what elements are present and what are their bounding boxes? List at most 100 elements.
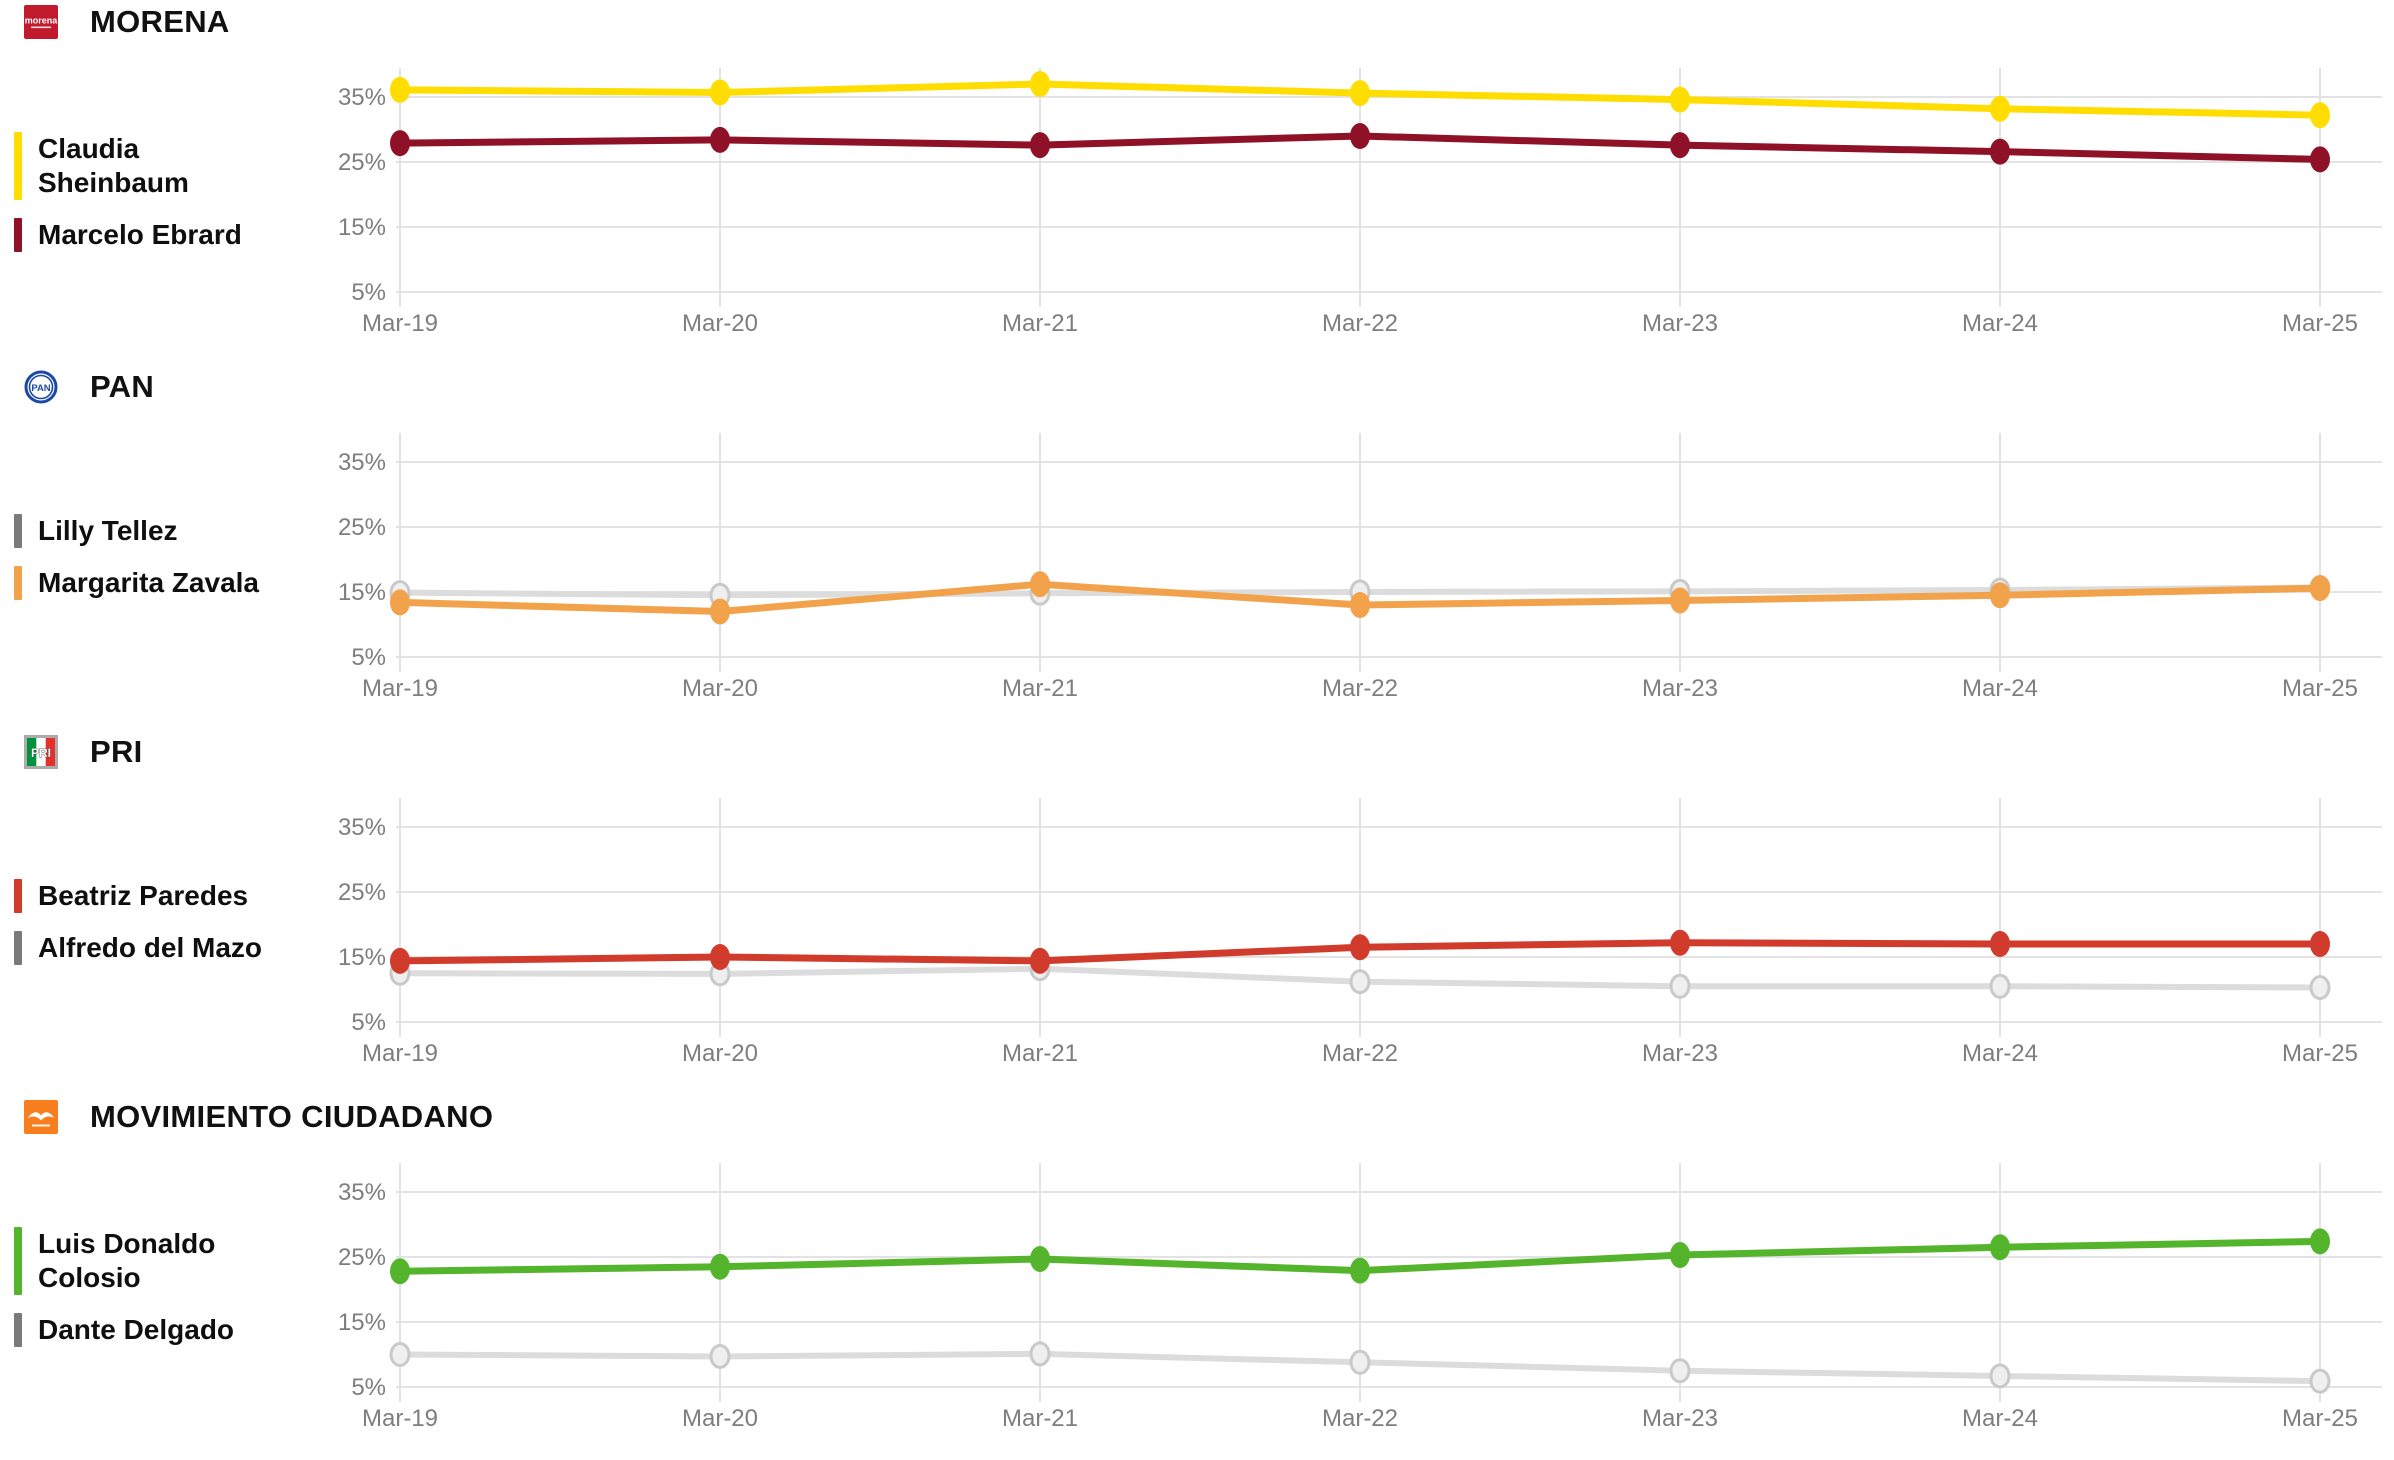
party-logo-icon (24, 1100, 58, 1134)
section-header: PAN PAN (24, 369, 154, 405)
data-point-margarita-zavala-Mar-24 (1990, 582, 2010, 609)
legend-item-lilly-tellez: Lilly Tellez (14, 513, 384, 548)
y-axis-tick-label: 5% (351, 279, 386, 306)
data-point-luis-donaldo-colosio-Mar-20 (710, 1253, 730, 1280)
data-point-beatriz-paredes-Mar-24 (1990, 931, 2010, 957)
party-title: PRI (90, 734, 143, 769)
y-axis-tick-label: 5% (351, 1009, 386, 1036)
data-point-marcelo-ebrard-Mar-19 (390, 130, 410, 157)
x-axis-labels: Mar-19 Mar-20 Mar-21 Mar-22 Mar-23 Mar-24 Mar-… (362, 310, 2358, 337)
gridlines (396, 68, 2382, 307)
party-title: PAN (90, 369, 155, 404)
data-point-alfredo-del-mazo-Mar-23 (1669, 973, 1691, 999)
data-point-claudia-sheinbaum-Mar-19 (390, 76, 410, 103)
data-point-luis-donaldo-colosio-Mar-19 (390, 1258, 410, 1285)
poll-trend-chart: 35% 25% 15% 5% Mar-19 Mar-20 Mar-21 Mar-22 Mar-2… (338, 68, 2382, 337)
data-point-marcelo-ebrard-Mar-25 (2310, 146, 2330, 173)
legend-label: Margarita Zavala (38, 566, 259, 600)
x-axis-tick-label: Mar-24 (1962, 1040, 2038, 1067)
chart-legend: Luis Donaldo Colosio Dante Delgado (14, 1187, 384, 1387)
party-title: MORENA (90, 4, 230, 39)
data-point-margarita-zavala-Mar-20 (710, 598, 730, 625)
x-axis-tick-label: Mar-25 (2282, 1405, 2358, 1432)
y-axis-tick-label: 15% (338, 214, 386, 241)
x-axis-labels: Mar-19 Mar-20 Mar-21 Mar-22 Mar-23 Mar-24 Mar-… (362, 675, 2358, 702)
data-point-luis-donaldo-colosio-Mar-25 (2310, 1228, 2330, 1255)
section-header: morena MORENA (24, 4, 230, 40)
data-point-claudia-sheinbaum-Mar-25 (2310, 102, 2330, 129)
data-point-margarita-zavala-Mar-23 (1670, 587, 1690, 614)
data-point-marcelo-ebrard-Mar-20 (710, 126, 730, 153)
gridlines (396, 433, 2382, 672)
data-point-margarita-zavala-Mar-19 (390, 589, 410, 616)
data-point-claudia-sheinbaum-Mar-24 (1990, 95, 2010, 122)
data-point-margarita-zavala-Mar-21 (1030, 571, 1050, 598)
data-point-claudia-sheinbaum-Mar-22 (1350, 80, 1370, 107)
party-section-pri: PRI PRI Beatriz Paredes Alfredo del Mazo … (0, 730, 2394, 1095)
gridlines (396, 1163, 2382, 1402)
legend-label-line: Beatriz Paredes (38, 879, 249, 911)
section-header: PRI PRI (24, 734, 143, 770)
poll-trend-chart: 35% 25% 15% 5% Mar-19 Mar-20 Mar-21 Mar-22 Mar-2… (338, 433, 2382, 702)
data-point-marcelo-ebrard-Mar-21 (1030, 132, 1050, 159)
data-point-beatriz-paredes-Mar-21 (1030, 947, 1050, 974)
x-axis-tick-label: Mar-22 (1322, 310, 1398, 337)
party-logo-icon: PRI (24, 735, 58, 769)
data-point-claudia-sheinbaum-Mar-23 (1670, 86, 1690, 113)
data-point-dante-delgado-Mar-19 (389, 1342, 411, 1367)
x-axis-tick-label: Mar-19 (362, 310, 438, 337)
legend-label-line: Claudia (38, 132, 140, 164)
y-axis-tick-label: 15% (338, 1309, 386, 1336)
legend-item-dante-delgado: Dante Delgado (14, 1313, 384, 1348)
legend-label: Claudia Sheinbaum (38, 132, 189, 200)
data-point-alfredo-del-mazo-Mar-22 (1349, 969, 1371, 995)
pri-logo-icon: PRI (24, 735, 58, 769)
legend-label: Dante Delgado (38, 1313, 234, 1347)
series-claudia-sheinbaum (390, 71, 2330, 129)
poll-trend-chart: 35% 25% 15% 5% Mar-19 Mar-20 Mar-21 Mar-22 Mar-2… (338, 798, 2382, 1067)
legend-color-bar (14, 513, 22, 548)
x-axis-tick-label: Mar-22 (1322, 1405, 1398, 1432)
legend-label-line: Sheinbaum (38, 166, 189, 198)
data-point-beatriz-paredes-Mar-25 (2310, 931, 2330, 957)
y-axis-tick-label: 35% (338, 1179, 386, 1206)
data-point-claudia-sheinbaum-Mar-21 (1030, 71, 1050, 97)
legend-label-line: Margarita Zavala (38, 567, 259, 598)
x-axis-tick-label: Mar-21 (1002, 310, 1078, 337)
y-axis-labels: 35% 25% 15% 5% (338, 1179, 386, 1401)
legend-label-line: Alfredo del Mazo (38, 932, 263, 963)
y-axis-labels: 35% 25% 15% 5% (338, 449, 386, 671)
legend-item-marcelo-ebrard: Marcelo Ebrard (14, 218, 384, 253)
legend-label-line: Colosio (38, 1261, 141, 1293)
x-axis-tick-label: Mar-19 (362, 1040, 438, 1067)
legend-color-bar (14, 1313, 22, 1348)
legend-label: Marcelo Ebrard (38, 218, 242, 252)
legend-label: Beatriz Paredes (38, 879, 248, 913)
series-luis-donaldo-colosio (390, 1228, 2330, 1285)
x-axis-tick-label: Mar-20 (682, 1405, 758, 1432)
y-axis-tick-label: 25% (338, 149, 386, 176)
data-point-luis-donaldo-colosio-Mar-22 (1350, 1257, 1370, 1284)
x-axis-tick-label: Mar-24 (1962, 1405, 2038, 1432)
y-axis-tick-label: 25% (338, 514, 386, 541)
series-dante-delgado (389, 1341, 2331, 1394)
legend-label-line: Lilly Tellez (38, 514, 178, 546)
chart-legend: Claudia Sheinbaum Marcelo Ebrard (14, 92, 384, 292)
x-axis-tick-label: Mar-23 (1642, 675, 1718, 702)
x-axis-tick-label: Mar-19 (362, 675, 438, 702)
data-point-beatriz-paredes-Mar-19 (390, 947, 410, 974)
pan-logo-icon: PAN (24, 370, 58, 404)
morena-logo-icon: morena (24, 5, 58, 39)
y-axis-labels: 35% 25% 15% 5% (338, 84, 386, 306)
legend-item-luis-donaldo-colosio: Luis Donaldo Colosio (14, 1226, 384, 1296)
legend-item-alfredo-del-mazo: Alfredo del Mazo (14, 931, 384, 966)
party-section-pan: PAN PAN Lilly Tellez Margarita Zavala 35%… (0, 365, 2394, 730)
series-marcelo-ebrard (390, 123, 2330, 173)
data-point-dante-delgado-Mar-21 (1029, 1341, 1051, 1367)
y-axis-tick-label: 25% (338, 1244, 386, 1271)
data-point-claudia-sheinbaum-Mar-20 (710, 79, 730, 106)
data-point-dante-delgado-Mar-22 (1349, 1349, 1371, 1375)
data-point-marcelo-ebrard-Mar-24 (1990, 138, 2010, 165)
movimiento-ciudadano-logo-icon (24, 1100, 58, 1134)
